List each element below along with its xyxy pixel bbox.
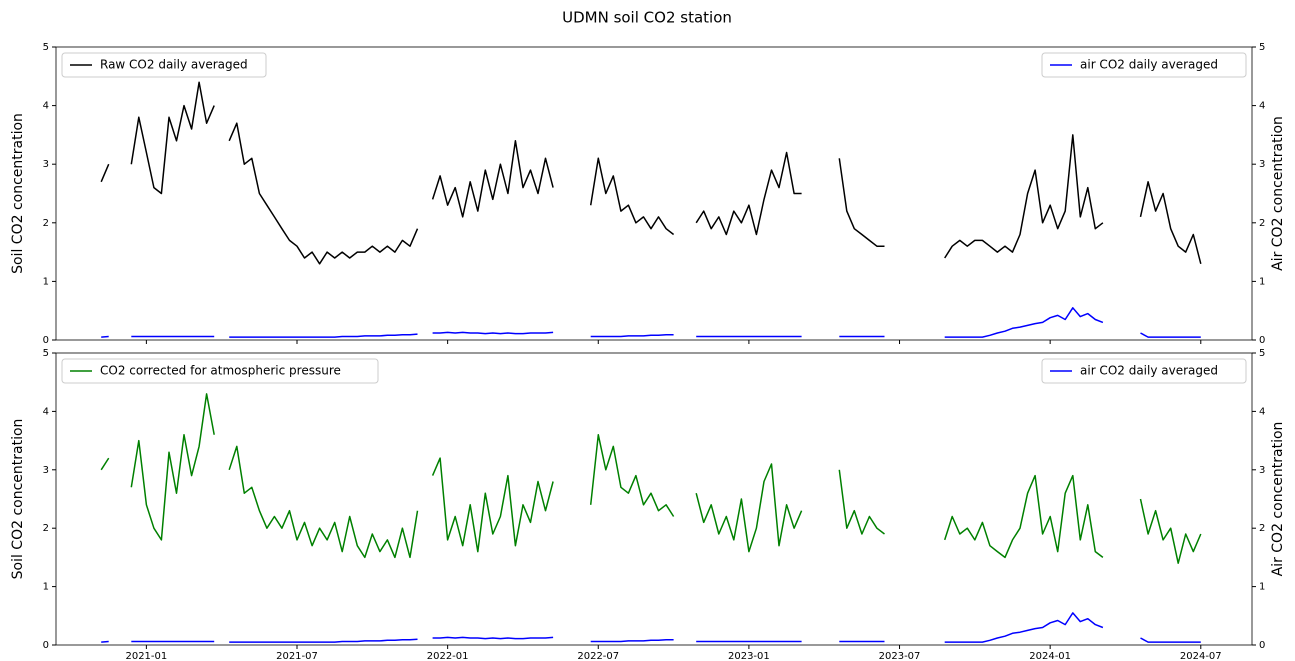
x-tick-label: 2022-01	[427, 651, 469, 661]
y2-tick-label: 4	[1259, 406, 1265, 417]
series-line	[101, 307, 1201, 338]
x-tick-label: 2021-07	[276, 651, 318, 661]
y-tick-label: 5	[43, 42, 49, 53]
figure-title: UDMN soil CO2 station	[562, 9, 732, 27]
legend-box	[1041, 52, 1247, 78]
y-tick-label: 0	[43, 640, 49, 651]
y-tick-label: 1	[43, 582, 49, 593]
legend-box	[61, 358, 379, 384]
y-tick-label: 0	[43, 335, 49, 346]
y2-tick-label: 2	[1259, 218, 1265, 229]
y-axis-label: Soil CO2 concentration	[10, 113, 26, 274]
x-tick-label: 2023-07	[879, 651, 921, 661]
series-line	[101, 612, 1201, 643]
y-tick-label: 3	[43, 465, 49, 476]
x-tick-label: 2024-01	[1029, 651, 1071, 661]
y2-tick-label: 4	[1259, 101, 1265, 112]
legend-box	[61, 52, 267, 78]
y2-tick-label: 1	[1259, 276, 1265, 287]
y-tick-label: 2	[43, 218, 49, 229]
y-tick-label: 2	[43, 523, 49, 534]
legend-label: CO2 corrected for atmospheric pressure	[100, 364, 341, 378]
legend-label: air CO2 daily averaged	[1080, 58, 1218, 72]
legend-box	[1041, 358, 1247, 384]
y2-axis-label: Air CO2 concentration	[1270, 422, 1286, 577]
y-axis-label: Soil CO2 concentration	[10, 419, 26, 580]
y-tick-label: 3	[43, 159, 49, 170]
y2-tick-label: 5	[1259, 348, 1265, 359]
y2-axis-label: Air CO2 concentration	[1270, 116, 1286, 271]
y2-tick-label: 2	[1259, 523, 1265, 534]
y2-tick-label: 0	[1259, 640, 1265, 651]
plot-frame	[55, 352, 1253, 646]
y2-tick-label: 5	[1259, 42, 1265, 53]
legend-label: Raw CO2 daily averaged	[100, 58, 248, 72]
y-tick-label: 1	[43, 276, 49, 287]
y-tick-label: 4	[43, 101, 49, 112]
series-line	[100, 393, 1202, 564]
y-tick-label: 5	[43, 348, 49, 359]
x-tick-label: 2022-07	[577, 651, 619, 661]
y-tick-label: 4	[43, 406, 49, 417]
x-tick-label: 2023-01	[728, 651, 770, 661]
legend-label: air CO2 daily averaged	[1080, 364, 1218, 378]
y2-tick-label: 3	[1259, 465, 1265, 476]
y2-tick-label: 1	[1259, 582, 1265, 593]
plot-frame	[55, 46, 1253, 341]
y2-tick-label: 0	[1259, 335, 1265, 346]
x-tick-label: 2024-07	[1180, 651, 1222, 661]
series-line	[100, 81, 1202, 265]
x-tick-label: 2021-01	[125, 651, 167, 661]
y2-tick-label: 3	[1259, 159, 1265, 170]
